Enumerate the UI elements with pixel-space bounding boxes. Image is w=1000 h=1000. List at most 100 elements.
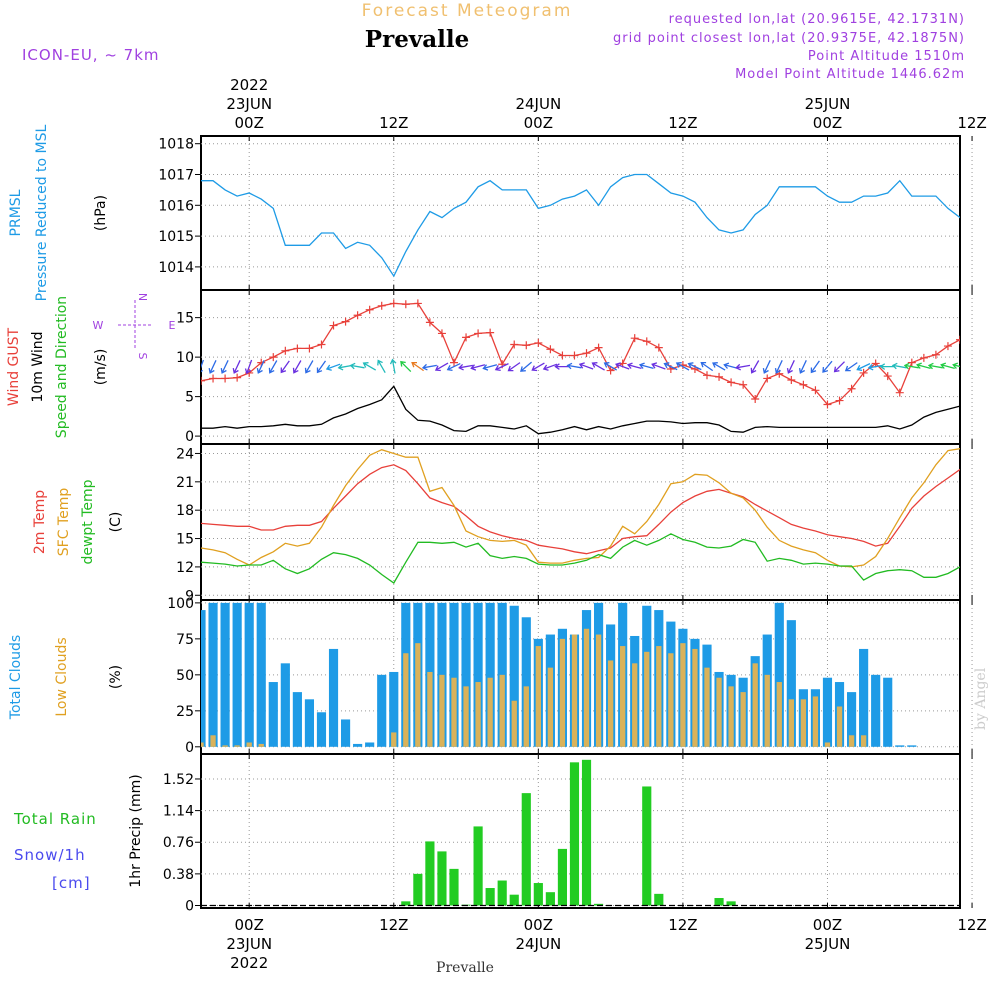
- wind-direction-arrow: [591, 362, 605, 371]
- panel-label: PRMSL: [8, 189, 24, 236]
- low-cloud-bar: [824, 742, 831, 747]
- wind-direction-arrow: [316, 360, 327, 374]
- total-cloud-bar: [992, 614, 1000, 746]
- low-cloud-bar: [764, 674, 770, 747]
- grid-point-coordinates: grid point closest lon,lat (20.9375E, 42…: [613, 31, 965, 46]
- rain-bar: [642, 786, 652, 906]
- total-cloud-bar: [353, 743, 363, 747]
- panel-temperature: 9 12 15 18 21 24 2m Temp SFC Temp dewpt Temp (C): [32, 443, 973, 604]
- panel-label: Total Clouds: [8, 635, 24, 720]
- top-time-label: 23JUN: [226, 95, 272, 113]
- y-tick-label: 9: [185, 588, 194, 604]
- gust-marker: [558, 351, 567, 360]
- gust-marker: [835, 396, 844, 405]
- wind-direction-arrow: [470, 364, 486, 371]
- low-cloud-bar: [716, 677, 722, 747]
- wind-direction-arrow: [554, 363, 570, 370]
- low-cloud-bar: [523, 686, 529, 747]
- gust-marker: [486, 328, 495, 337]
- total-cloud-bar: [473, 602, 483, 747]
- low-cloud-bar: [475, 682, 481, 747]
- rain-bar: [497, 880, 507, 906]
- wind-direction-arrow: [822, 360, 833, 373]
- panel-label: Pressure Reduced to MSL: [34, 124, 50, 301]
- low-cloud-bar: [403, 653, 409, 747]
- gust-marker: [727, 378, 736, 387]
- wind-direction-arrow: [458, 363, 474, 371]
- panel-label: Low Clouds: [54, 637, 70, 716]
- low-cloud-bar: [692, 648, 698, 747]
- total-cloud-bar: [201, 610, 206, 747]
- low-cloud-bar: [993, 668, 998, 747]
- gust-marker: [389, 299, 398, 308]
- low-cloud-bar: [620, 646, 626, 747]
- wind-series-line: [201, 385, 960, 435]
- bottom-time-label: 24JUN: [515, 935, 561, 953]
- bottom-time-label: 00Z: [524, 916, 553, 934]
- y-tick-label: 18: [176, 503, 194, 519]
- low-cloud-bar: [680, 643, 686, 747]
- total-cloud-bar: [497, 602, 507, 747]
- gust-marker: [751, 394, 760, 403]
- y-tick-label: 1.52: [163, 772, 194, 788]
- gust-marker: [462, 333, 471, 342]
- gust-marker: [293, 344, 302, 353]
- pressure-frame: [200, 135, 961, 291]
- rain-bar: [425, 841, 435, 906]
- wind-direction-arrow: [833, 361, 845, 373]
- gust-marker: [654, 343, 663, 352]
- panel-label: [cm]: [52, 874, 91, 892]
- clouds-plot: [201, 602, 1000, 747]
- y-tick-label: 5: [185, 390, 194, 406]
- gust-marker: [606, 366, 615, 375]
- temperature-series-line: [201, 464, 960, 555]
- top-time-label: 25JUN: [805, 95, 851, 113]
- wind-direction-arrow: [201, 359, 205, 373]
- low-cloud-bar: [812, 696, 819, 747]
- low-cloud-bar: [981, 732, 986, 746]
- gust-marker: [799, 380, 808, 389]
- compass-east: E: [169, 319, 176, 332]
- pressure-plot: [201, 173, 960, 278]
- station-title: Prevalle: [365, 26, 469, 53]
- low-cloud-bar: [234, 745, 240, 747]
- wind-direction-arrow: [798, 360, 807, 374]
- gust-marker: [233, 373, 242, 382]
- low-cloud-bar: [656, 646, 662, 747]
- panel-label: SFC Temp: [56, 488, 72, 557]
- y-tick-label: 15: [176, 532, 194, 548]
- gust-marker: [510, 340, 519, 349]
- y-tick-label: 12: [176, 560, 194, 576]
- rain-bar: [569, 762, 580, 906]
- total-cloud-bar: [256, 602, 266, 747]
- bottom-time-label: 23JUN: [226, 935, 272, 953]
- rain-bar: [485, 888, 495, 906]
- rain-bar: [521, 793, 531, 906]
- wind-direction-arrow: [520, 361, 533, 372]
- wind-direction-arrow: [362, 362, 377, 371]
- low-cloud-bar: [668, 653, 674, 747]
- low-cloud-bar: [800, 699, 807, 747]
- y-tick-label: 1015: [158, 229, 194, 245]
- rain-bar: [557, 848, 568, 906]
- panel-precip: 0 0.38 0.76 1.14 1.52 Total Rain Snow/1h [cm] 1h…: [13, 753, 973, 915]
- gust-marker: [931, 350, 940, 359]
- panel-label: Total Rain: [13, 810, 97, 828]
- gust-marker: [847, 384, 856, 393]
- units-label: (m/s): [93, 349, 109, 386]
- low-cloud-bar: [487, 677, 493, 747]
- wind-direction-arrow: [208, 360, 217, 374]
- gust-marker: [763, 374, 772, 383]
- gust-marker: [956, 335, 960, 344]
- gust-marker: [883, 372, 892, 381]
- gust-marker: [329, 321, 338, 330]
- wind-direction-arrow: [507, 362, 521, 372]
- gust-marker: [317, 340, 326, 349]
- total-cloud-bar: [220, 602, 230, 747]
- precip-plot: [201, 759, 960, 907]
- wind-direction-arrow: [856, 363, 871, 372]
- wind-direction-arrow: [626, 362, 642, 370]
- y-tick-label: 15: [176, 311, 194, 327]
- wind-direction-arrow: [256, 360, 265, 374]
- model-point-altitude: Model Point Altitude 1446.62m: [735, 67, 965, 82]
